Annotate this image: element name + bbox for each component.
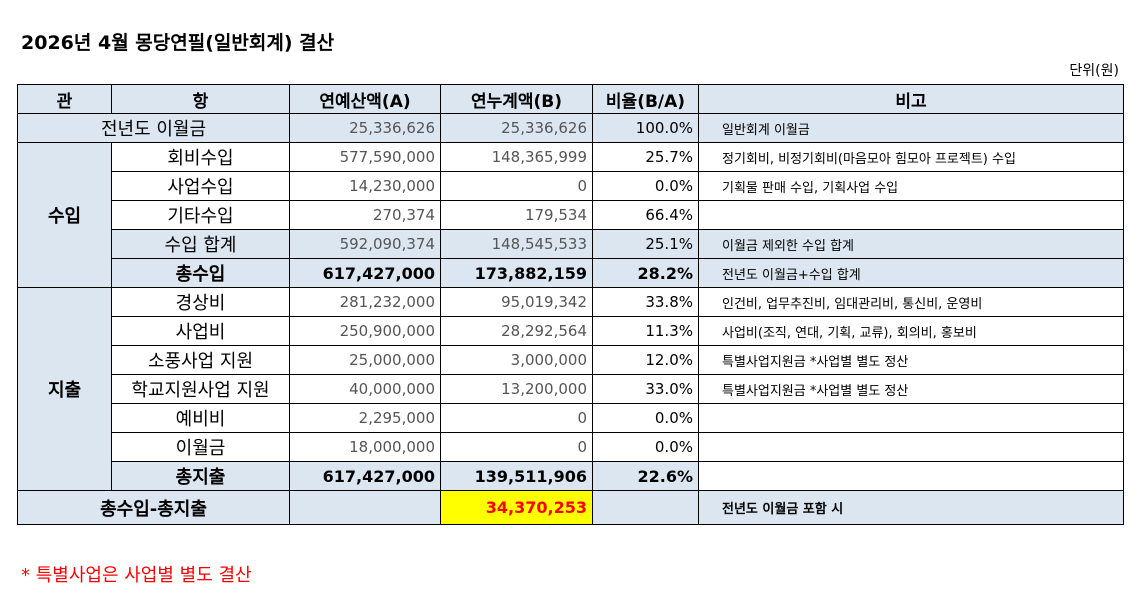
balance-note: 전년도 이월금 포함 시 xyxy=(698,490,1124,525)
row-budget: 18,000,000 xyxy=(289,432,441,462)
prev-actual: 25,336,626 xyxy=(440,113,593,143)
row-ratio: 66.4% xyxy=(592,200,699,230)
prev-label: 전년도 이월금 xyxy=(17,113,290,143)
income-subtotal-ratio: 25.1% xyxy=(592,229,699,259)
row-budget: 14,230,000 xyxy=(289,171,441,201)
expense-total-actual: 139,511,906 xyxy=(440,461,593,491)
table-row: 학교지원사업 지원 40,000,000 13,200,000 33.0% 특별… xyxy=(18,374,1124,404)
table-row: 예비비 2,295,000 0 0.0% xyxy=(18,403,1124,433)
row-ratio: 25.7% xyxy=(592,142,699,172)
row-budget: 270,374 xyxy=(289,200,441,230)
income-total-budget: 617,427,000 xyxy=(289,258,441,288)
row-budget: 250,900,000 xyxy=(289,316,441,346)
row-actual: 0 xyxy=(440,403,593,433)
row-label: 회비수입 xyxy=(111,142,290,172)
row-label: 사업수입 xyxy=(111,171,290,201)
row-actual: 95,019,342 xyxy=(440,287,593,317)
row-ratio: 0.0% xyxy=(592,403,699,433)
income-subtotal-budget: 592,090,374 xyxy=(289,229,441,259)
unit-label: 단위(원) xyxy=(1069,63,1119,79)
header-actual: 연누계액(B) xyxy=(440,84,593,114)
row-note: 정기회비, 비정기회비(마음모아 힘모아 프로젝트) 수입 xyxy=(698,142,1124,172)
table-row-expense-total: 총지출 617,427,000 139,511,906 22.6% xyxy=(18,461,1124,491)
header-hang: 항 xyxy=(111,84,290,114)
table-row: 사업수입 14,230,000 0 0.0% 기획물 판매 수입, 기획사업 수… xyxy=(18,171,1124,201)
row-budget: 577,590,000 xyxy=(289,142,441,172)
row-label: 기타수입 xyxy=(111,200,290,230)
expense-gwan-label: 지출 xyxy=(17,287,112,491)
balance-label: 총수입-총지출 xyxy=(17,490,290,525)
expense-total-label: 총지출 xyxy=(111,461,290,491)
expense-total-note xyxy=(698,461,1124,491)
row-note: 기획물 판매 수입, 기획사업 수입 xyxy=(698,171,1124,201)
row-ratio: 12.0% xyxy=(592,345,699,375)
row-label: 예비비 xyxy=(111,403,290,433)
table-header-row: 관 항 연예산액(A) 연누계액(B) 비율(B/A) 비고 xyxy=(17,84,1124,114)
table-row-income-subtotal: 수입 합계 592,090,374 148,545,533 25.1% 이월금 … xyxy=(18,229,1124,259)
table-row-prev: 전년도 이월금 25,336,626 25,336,626 100.0% 일반회… xyxy=(17,113,1124,143)
balance-ratio-empty xyxy=(592,490,699,525)
income-subtotal-note: 이월금 제외한 수입 합계 xyxy=(698,229,1124,259)
row-ratio: 11.3% xyxy=(592,316,699,346)
row-label: 이월금 xyxy=(111,432,290,462)
row-actual: 179,534 xyxy=(440,200,593,230)
balance-actual: 34,370,253 xyxy=(440,490,593,525)
prev-budget: 25,336,626 xyxy=(289,113,441,143)
income-total-label: 총수입 xyxy=(111,258,290,288)
income-total-actual: 173,882,159 xyxy=(440,258,593,288)
table-row: 소풍사업 지원 25,000,000 3,000,000 12.0% 특별사업지… xyxy=(18,345,1124,375)
page-title: 2026년 4월 몽당연필(일반회계) 결산 xyxy=(21,32,335,54)
row-note xyxy=(698,200,1124,230)
expense-total-budget: 617,427,000 xyxy=(289,461,441,491)
header-note: 비고 xyxy=(698,84,1124,114)
row-actual: 148,365,999 xyxy=(440,142,593,172)
footnote: * 특별사업은 사업별 별도 결산 xyxy=(21,565,252,586)
row-budget: 40,000,000 xyxy=(289,374,441,404)
header-ratio: 비율(B/A) xyxy=(592,84,699,114)
table-row: 지출 경상비 281,232,000 95,019,342 33.8% 인건비,… xyxy=(17,287,1124,491)
row-label: 학교지원사업 지원 xyxy=(111,374,290,404)
row-actual: 3,000,000 xyxy=(440,345,593,375)
row-label: 경상비 xyxy=(111,287,290,317)
expense-total-ratio: 22.6% xyxy=(592,461,699,491)
table-row-income-total: 총수입 617,427,000 173,882,159 28.2% 전년도 이월… xyxy=(18,258,1124,288)
row-label: 사업비 xyxy=(111,316,290,346)
income-subtotal-label: 수입 합계 xyxy=(111,229,290,259)
row-ratio: 0.0% xyxy=(592,171,699,201)
row-actual: 28,292,564 xyxy=(440,316,593,346)
header-gwan: 관 xyxy=(17,84,112,114)
table-row: 기타수입 270,374 179,534 66.4% xyxy=(18,200,1124,230)
row-actual: 0 xyxy=(440,432,593,462)
row-ratio: 33.0% xyxy=(592,374,699,404)
row-note: 사업비(조직, 연대, 기획, 교류), 회의비, 홍보비 xyxy=(698,316,1124,346)
row-note xyxy=(698,403,1124,433)
prev-note: 일반회계 이월금 xyxy=(698,113,1124,143)
row-ratio: 33.8% xyxy=(592,287,699,317)
header-budget: 연예산액(A) xyxy=(289,84,441,114)
income-total-note: 전년도 이월금+수입 합계 xyxy=(698,258,1124,288)
row-actual: 0 xyxy=(440,171,593,201)
table-row-balance: 총수입-총지출 34,370,253 전년도 이월금 포함 시 xyxy=(17,490,1124,525)
prev-ratio: 100.0% xyxy=(592,113,699,143)
income-total-ratio: 28.2% xyxy=(592,258,699,288)
row-budget: 25,000,000 xyxy=(289,345,441,375)
balance-budget-empty xyxy=(289,490,441,525)
row-budget: 281,232,000 xyxy=(289,287,441,317)
table-row: 수입 회비수입 577,590,000 148,365,999 25.7% 정기… xyxy=(17,142,1124,288)
row-budget: 2,295,000 xyxy=(289,403,441,433)
table-row: 사업비 250,900,000 28,292,564 11.3% 사업비(조직,… xyxy=(18,316,1124,346)
row-actual: 13,200,000 xyxy=(440,374,593,404)
row-note: 인건비, 업무추진비, 임대관리비, 통신비, 운영비 xyxy=(698,287,1124,317)
income-gwan-label: 수입 xyxy=(17,142,112,288)
row-note xyxy=(698,432,1124,462)
row-ratio: 0.0% xyxy=(592,432,699,462)
income-subtotal-actual: 148,545,533 xyxy=(440,229,593,259)
row-note: 특별사업지원금 *사업별 별도 정산 xyxy=(698,374,1124,404)
row-note: 특별사업지원금 *사업별 별도 정산 xyxy=(698,345,1124,375)
table-row: 이월금 18,000,000 0 0.0% xyxy=(18,432,1124,462)
budget-table: 관 항 연예산액(A) 연누계액(B) 비율(B/A) 비고 전년도 이월금 2… xyxy=(17,84,1124,525)
row-label: 소풍사업 지원 xyxy=(111,345,290,375)
